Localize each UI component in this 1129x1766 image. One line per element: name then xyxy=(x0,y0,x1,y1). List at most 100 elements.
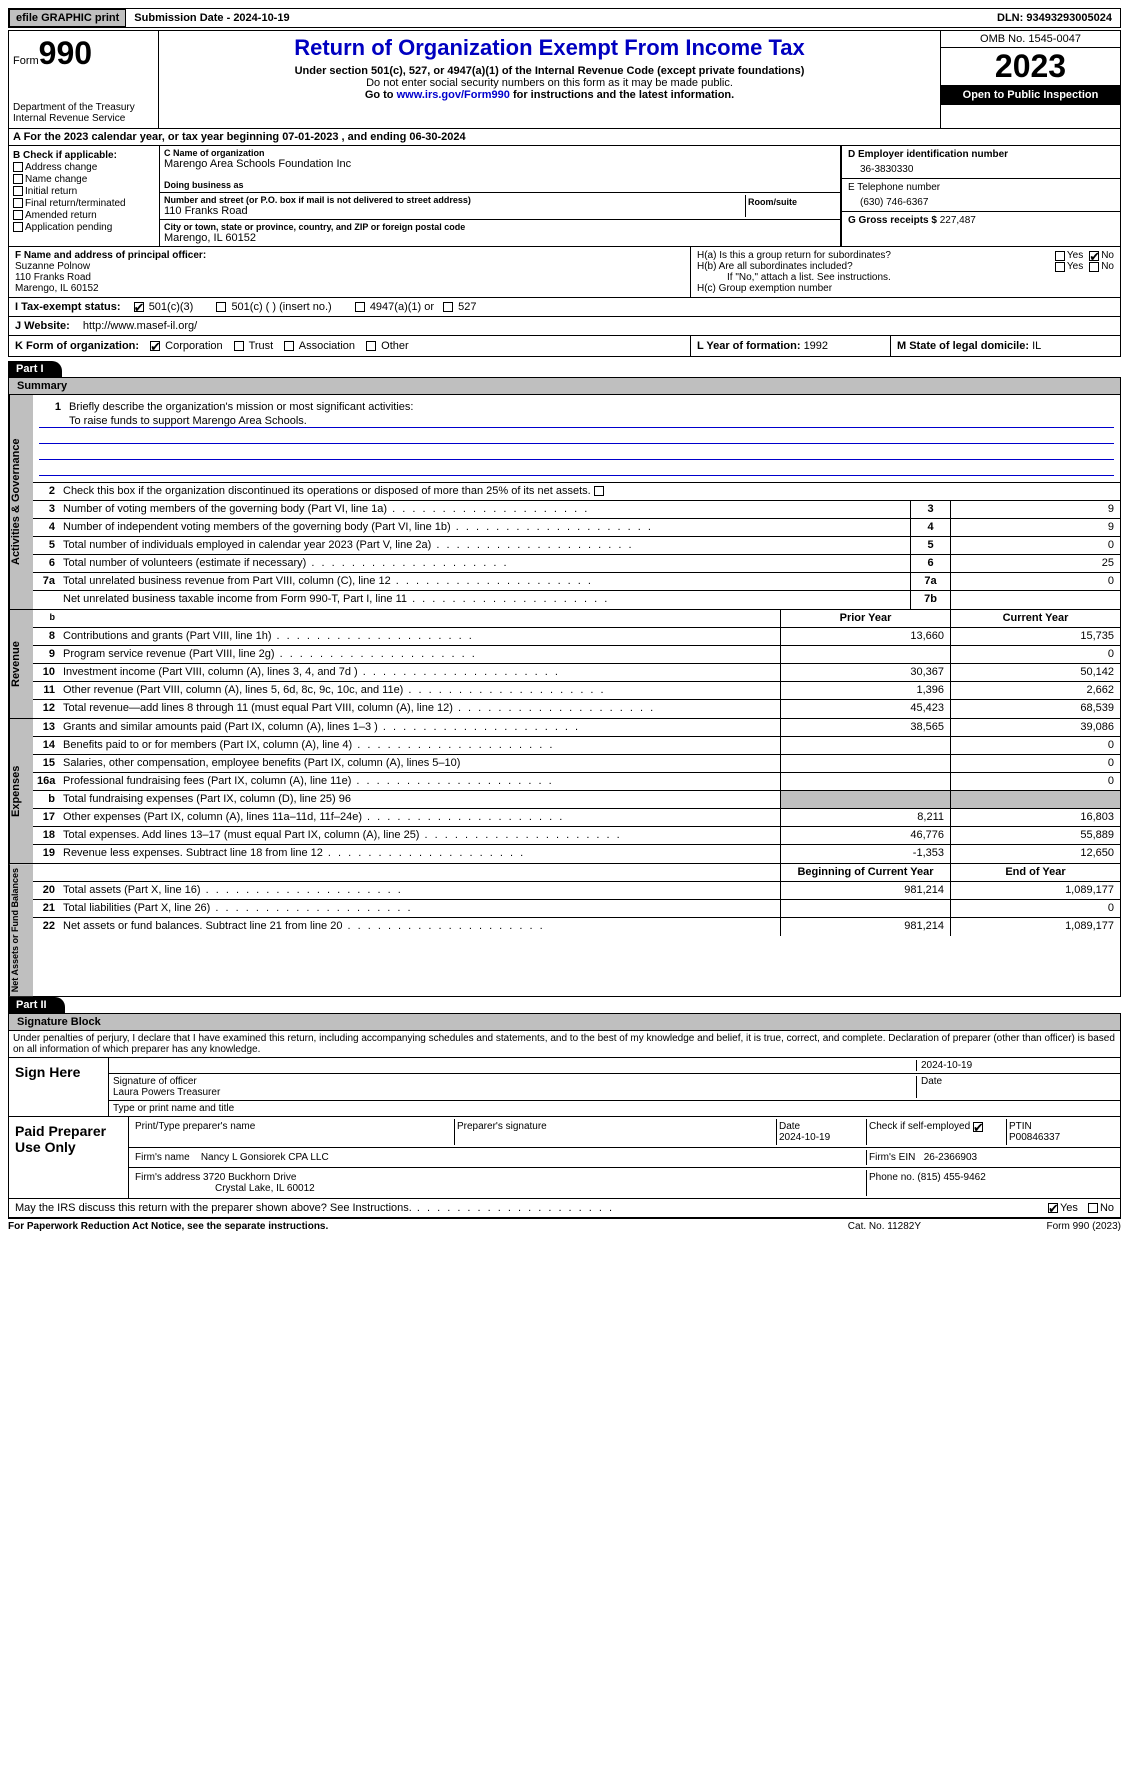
part1-ag: Activities & Governance 1Briefly describ… xyxy=(8,395,1121,610)
form-title: Return of Organization Exempt From Incom… xyxy=(163,35,936,61)
part2-badge: Part II xyxy=(8,997,65,1013)
chk-address-change[interactable] xyxy=(13,162,23,172)
lbl-no: No xyxy=(1101,250,1114,261)
lbl-501c: 501(c) ( ) (insert no.) xyxy=(231,301,331,313)
chk-amended-return[interactable] xyxy=(13,210,23,220)
table-row: 10Investment income (Part VIII, column (… xyxy=(33,664,1120,682)
hb-note: If "No," attach a list. See instructions… xyxy=(697,272,1114,283)
part2-title: Signature Block xyxy=(9,1014,1120,1030)
vtab-rev: Revenue xyxy=(9,610,33,718)
j-website: http://www.masef-il.org/ xyxy=(83,320,197,332)
efile-print-button[interactable]: efile GRAPHIC print xyxy=(9,9,126,27)
table-row: 21Total liabilities (Part X, line 26)0 xyxy=(33,900,1120,918)
sig-officer-label: Signature of officer xyxy=(113,1076,197,1087)
footer: For Paperwork Reduction Act Notice, see … xyxy=(8,1218,1121,1232)
c-addr-label: Number and street (or P.O. box if mail i… xyxy=(164,195,745,205)
tax-year: 2023 xyxy=(941,48,1120,85)
ptin: P00846337 xyxy=(1009,1132,1060,1143)
table-row: 11Other revenue (Part VIII, column (A), … xyxy=(33,682,1120,700)
table-row: 12Total revenue—add lines 8 through 11 (… xyxy=(33,700,1120,718)
table-row: 8Contributions and grants (Part VIII, li… xyxy=(33,628,1120,646)
lbl-amended-return: Amended return xyxy=(25,210,97,221)
q2: Check this box if the organization disco… xyxy=(63,485,591,497)
firm-ein-label: Firm's EIN xyxy=(869,1152,915,1163)
date-label: Date xyxy=(916,1076,1116,1098)
part1-exp: Expenses 13Grants and similar amounts pa… xyxy=(8,719,1121,864)
e-phone: (630) 746-6367 xyxy=(848,193,1114,208)
hdr-eoy: End of Year xyxy=(950,864,1120,881)
block-j: J Website: http://www.masef-il.org/ xyxy=(8,317,1121,336)
phone: (815) 455-9462 xyxy=(917,1172,985,1183)
sign-here-label: Sign Here xyxy=(9,1058,109,1116)
chk-trust[interactable] xyxy=(234,341,244,351)
part1-rev: Revenue bPrior YearCurrent Year 8Contrib… xyxy=(8,610,1121,719)
chk-discuss-no[interactable] xyxy=(1088,1203,1098,1213)
sig-date: 2024-10-19 xyxy=(916,1060,1116,1071)
chk-ha-no[interactable] xyxy=(1089,251,1099,261)
d-ein: 36-3830330 xyxy=(848,160,1114,175)
chk-hb-no[interactable] xyxy=(1089,262,1099,272)
ptin-label: PTIN xyxy=(1009,1121,1032,1132)
chk-other[interactable] xyxy=(366,341,376,351)
c-dba-label: Doing business as xyxy=(164,180,836,190)
table-row: 3Number of voting members of the governi… xyxy=(33,501,1120,519)
part1-title: Summary xyxy=(9,378,1120,394)
l-year: 1992 xyxy=(804,340,828,352)
footer-form: Form 990 (2023) xyxy=(921,1221,1121,1232)
irs-link[interactable]: www.irs.gov/Form990 xyxy=(397,89,510,101)
sign-here-block: Sign Here 2024-10-19 Signature of office… xyxy=(8,1058,1121,1117)
part2-declaration: Under penalties of perjury, I declare th… xyxy=(8,1031,1121,1058)
top-bar: efile GRAPHIC print Submission Date - 20… xyxy=(8,8,1121,28)
i-label: I Tax-exempt status: xyxy=(15,301,121,313)
table-row: 22Net assets or fund balances. Subtract … xyxy=(33,918,1120,936)
c-city: Marengo, IL 60152 xyxy=(164,232,836,244)
lbl-application-pending: Application pending xyxy=(25,222,112,233)
firm-addr1: 3720 Buckhorn Drive xyxy=(203,1172,296,1183)
chk-4947[interactable] xyxy=(355,302,365,312)
chk-corp[interactable] xyxy=(150,341,160,351)
lbl-501c3: 501(c)(3) xyxy=(149,301,194,313)
g-label: G Gross receipts $ xyxy=(848,215,940,226)
chk-discuss-yes[interactable] xyxy=(1048,1203,1058,1213)
firm-addr2: Crystal Lake, IL 60012 xyxy=(135,1183,315,1194)
paid-preparer-block: Paid Preparer Use Only Print/Type prepar… xyxy=(8,1117,1121,1199)
chk-501c3[interactable] xyxy=(134,302,144,312)
hdr-boy: Beginning of Current Year xyxy=(780,864,950,881)
table-row: 19Revenue less expenses. Subtract line 1… xyxy=(33,845,1120,863)
vtab-exp: Expenses xyxy=(9,719,33,863)
lbl-initial-return: Initial return xyxy=(25,186,77,197)
vtab-na: Net Assets or Fund Balances xyxy=(9,864,33,996)
chk-name-change[interactable] xyxy=(13,174,23,184)
q1: Briefly describe the organization's miss… xyxy=(65,399,1114,415)
lbl-trust: Trust xyxy=(249,340,274,352)
chk-527[interactable] xyxy=(443,302,453,312)
chk-q2[interactable] xyxy=(594,486,604,496)
lbl-yes2: Yes xyxy=(1067,261,1083,272)
chk-application-pending[interactable] xyxy=(13,222,23,232)
col-b: B Check if applicable: Address change Na… xyxy=(9,146,159,246)
prep-name-label: Print/Type preparer's name xyxy=(133,1119,454,1145)
table-row: 7aTotal unrelated business revenue from … xyxy=(33,573,1120,591)
chk-501c[interactable] xyxy=(216,302,226,312)
chk-final-return[interactable] xyxy=(13,198,23,208)
col-c: C Name of organization Marengo Area Scho… xyxy=(159,146,840,246)
chk-hb-yes[interactable] xyxy=(1055,262,1065,272)
chk-assoc[interactable] xyxy=(284,341,294,351)
l-label: L Year of formation: xyxy=(697,340,804,352)
form-prefix: Form xyxy=(13,55,39,67)
hdr-curr: Current Year xyxy=(950,610,1120,627)
firm-name-label: Firm's name xyxy=(135,1152,190,1163)
chk-self-emp[interactable] xyxy=(973,1122,983,1132)
chk-ha-yes[interactable] xyxy=(1055,251,1065,261)
c-city-label: City or town, state or province, country… xyxy=(164,222,836,232)
table-row: 4Number of independent voting members of… xyxy=(33,519,1120,537)
discuss-no: No xyxy=(1100,1202,1114,1214)
m-state: IL xyxy=(1032,340,1041,352)
firm-addr-label: Firm's address xyxy=(135,1172,200,1183)
c-addr: 110 Franks Road xyxy=(164,205,745,217)
chk-initial-return[interactable] xyxy=(13,186,23,196)
block-i: I Tax-exempt status: 501(c)(3) 501(c) ( … xyxy=(8,298,1121,317)
f-officer-addr1: 110 Franks Road xyxy=(15,272,684,283)
footer-cat: Cat. No. 11282Y xyxy=(721,1221,921,1232)
lbl-final-return: Final return/terminated xyxy=(25,198,126,209)
